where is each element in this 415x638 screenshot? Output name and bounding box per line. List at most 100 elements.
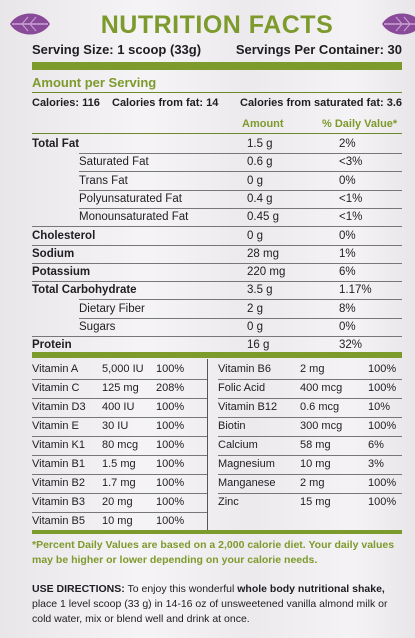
nutrient-name: Sugars [79,321,116,333]
vitamin-name: Manganese [218,477,276,489]
vitamin-row: Calcium 58 mg 6% [218,435,402,456]
vitamin-row: Vitamin B1 1.5 mg 100% [32,454,207,475]
vitamin-row: Zinc 15 mg 100% [218,492,402,513]
vitamin-row: Vitamin B12 0.6 mcg 10% [218,397,402,418]
vitamin-amount: 5,000 IU [102,363,144,375]
divider-thick [32,352,402,358]
nutrient-name: Protein [32,339,72,352]
row-divider [32,474,207,475]
nutrient-row: Saturated Fat 0.6 g <3% [32,153,402,173]
daily-value-footnote: *Percent Daily Values are based on a 2,0… [32,539,395,566]
purple-leaf-icon [382,13,415,35]
row-divider [32,262,402,264]
vitamin-amount: 400 IU [102,401,135,413]
vitamin-daily-value: 100% [156,420,185,432]
serving-size: Serving Size: 1 scoop (33g) [32,42,202,57]
nutrient-name: Polyunsaturated Fat [79,192,182,205]
vitamin-amount: 400 mcg [300,382,343,394]
nutrient-name: Monounsaturated Fat [79,211,189,224]
row-divider [32,493,207,494]
nutrient-name: Trans Fat [79,174,128,187]
row-divider [79,153,402,154]
vitamin-daily-value: 100% [368,382,397,394]
vitamin-amount: 30 IU [102,420,129,432]
servings-per-container: Servings Per Container: 30 [235,42,402,57]
row-divider [79,299,402,301]
vitamin-daily-value: 100% [156,458,185,470]
row-divider [32,398,207,399]
purple-leaf-icon [10,13,50,35]
nutrient-name: Potassium [32,266,91,279]
vitamin-name: Vitamin B1 [32,458,85,470]
row-divider [32,336,402,337]
nutrient-amount: 2 g [247,302,263,315]
vitamin-amount: 1.7 mg [102,477,136,489]
nutrient-daily-value: 1% [339,247,356,260]
vitamin-row: Vitamin E 30 IU 100% [32,416,207,437]
nutrient-daily-value: 0% [339,321,356,333]
vitamin-row: Vitamin C 125 mg 208% [32,378,207,399]
vitamin-amount: 15 mg [300,496,331,508]
vitamin-amount: 1.5 mg [102,458,136,470]
nutrient-row: Sugars 0 g 0% [32,318,402,337]
row-divider [218,455,402,456]
row-divider [218,398,402,399]
row-divider [32,512,207,513]
vitamin-daily-value: 208% [156,382,185,394]
vitamin-row: Manganese 2 mg 100% [218,473,402,494]
vitamin-daily-value: 100% [156,363,185,375]
vitamin-daily-value: 100% [156,439,185,451]
nutrient-row: Polyunsaturated Fat 0.4 g <1% [32,190,402,209]
row-divider [32,379,207,380]
vitamin-amount: 125 mg [102,382,139,394]
nutrition-label: NUTRITION FACTS Serving Size: 1 scoop (3… [10,0,415,638]
vitamin-table: Vitamin A 5,000 IU 100% Vitamin C 125 mg 208%… [32,359,402,530]
nutrient-daily-value: <1% [339,211,363,224]
vitamin-name: Vitamin C [32,382,80,394]
nutrient-name: Total Carbohydrate [32,284,137,297]
nutrient-daily-value: 2% [339,138,356,150]
column-amount-header: Amount [242,118,284,130]
row-divider [218,417,402,418]
nutrient-amount: 0.45 g [247,211,279,224]
directions-text: place 1 level scoop (33 g) in 14-16 oz o… [32,598,388,625]
row-divider [218,493,402,494]
row-divider [32,436,207,437]
nutrient-daily-value: 6% [339,266,356,279]
nutrient-daily-value: 0% [339,174,356,187]
vitamin-row: Vitamin K1 80 mcg 100% [32,435,207,456]
vitamin-row: Vitamin B5 10 mg 100% [32,511,207,532]
vitamin-name: Vitamin K1 [32,439,85,451]
nutrient-row: Total Carbohydrate 3.5 g 1.17% [32,281,402,301]
vitamin-row: Vitamin D3 400 IU 100% [32,397,207,418]
divider-thick [32,530,402,534]
calories-from-saturated-fat: Calories from saturated fat: 3.6 [240,97,402,109]
vitamin-amount: 2 mg [300,477,325,489]
nutrient-row: Trans Fat 0 g 0% [32,172,402,191]
vitamin-row: Magnesium 10 mg 3% [218,454,402,475]
row-divider [218,379,402,380]
nutrient-daily-value: <1% [339,192,363,205]
vitamin-daily-value: 100% [368,420,397,432]
row-divider [79,189,402,191]
vitamin-amount: 0.6 mcg [300,401,340,413]
nutrient-row: Monounsaturated Fat 0.45 g <1% [32,208,402,228]
nutrient-amount: 1.5 g [247,138,273,150]
vitamin-name: Vitamin A [32,363,79,375]
row-divider [32,281,402,283]
row-divider [79,317,402,319]
vitamin-amount: 58 mg [300,439,331,451]
directions-text: To enjoy this wonderful [124,583,238,595]
nutrient-daily-value: 8% [339,302,356,315]
nutrient-name: Dietary Fiber [79,302,145,315]
nutrient-amount: 0.6 g [247,156,273,169]
row-divider [218,436,402,437]
nutrient-name: Saturated Fat [79,156,149,169]
nutrient-name: Cholesterol [32,229,96,242]
vitamin-amount: 20 mg [102,496,133,508]
vitamin-amount: 300 mcg [300,420,343,432]
amount-per-serving: Amount per Serving [32,75,157,90]
divider [32,133,402,134]
row-divider [32,455,207,456]
vitamin-daily-value: 6% [368,439,384,451]
